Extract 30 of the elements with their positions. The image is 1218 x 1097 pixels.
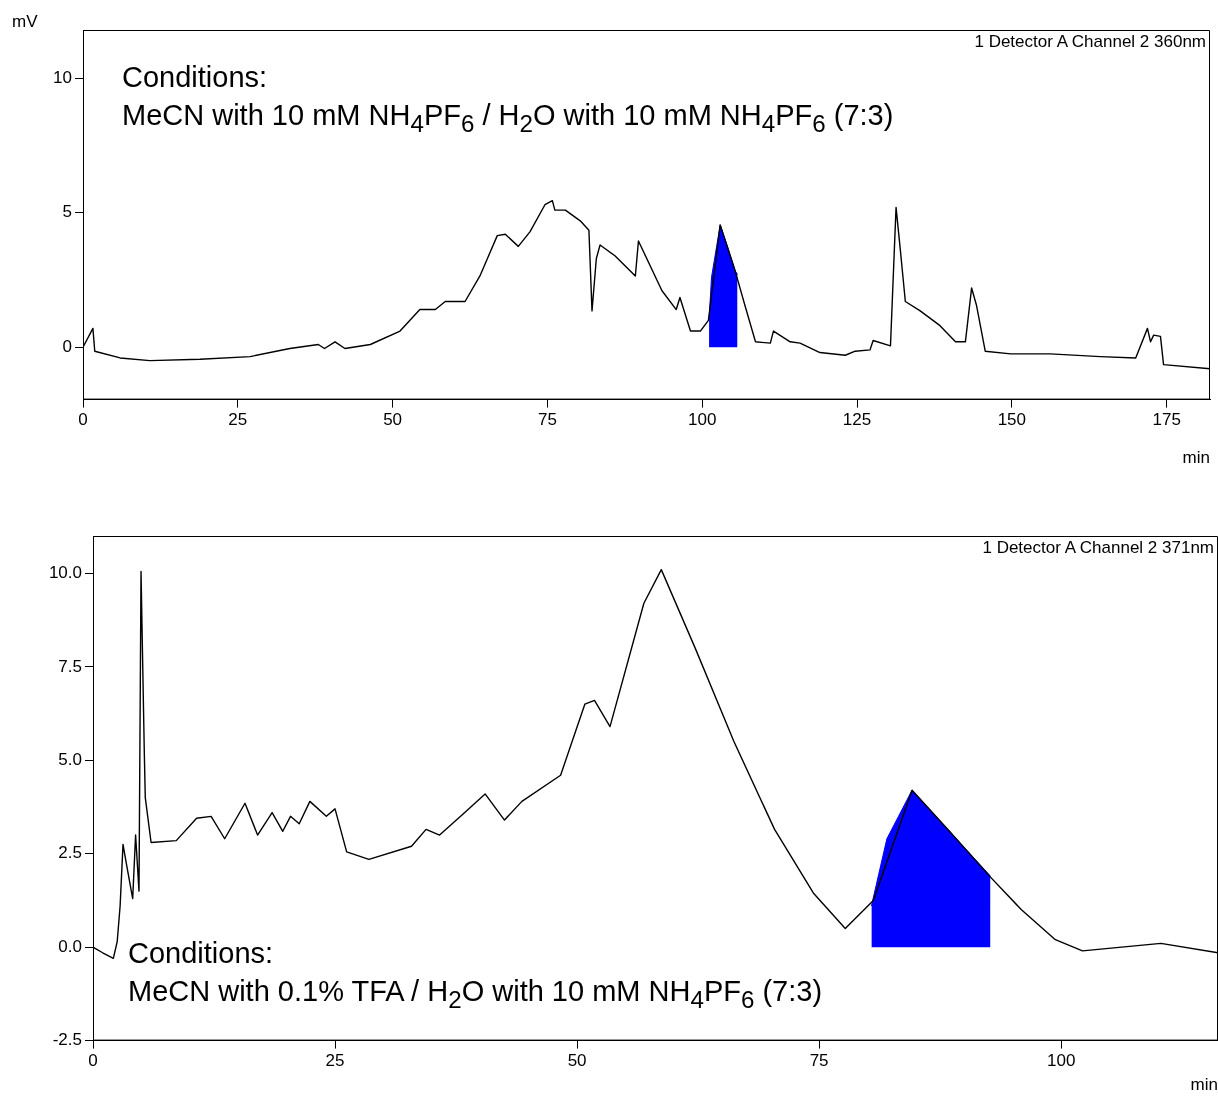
x-tick-label: 75 (537, 410, 557, 430)
y-tick-label: 0.0 (58, 936, 82, 956)
x-tick-label: 25 (228, 410, 248, 430)
annotation: Conditions: (122, 60, 269, 95)
x-tick-label: 125 (842, 410, 872, 430)
x-tick-label: 100 (688, 410, 717, 430)
y-tick-label: 0 (62, 336, 72, 356)
y-tick-label: 2.5 (58, 843, 82, 863)
x-tick-label: 150 (997, 410, 1027, 430)
x-tick-label: 25 (325, 1051, 345, 1071)
x-tick-label: 0 (88, 1051, 98, 1071)
x-tick-label: 50 (383, 410, 403, 430)
y-axis-title: mV (12, 12, 38, 32)
y-tick-label: -2.5 (52, 1030, 82, 1050)
annotation: 1 Detector A Channel 2 360nm (974, 32, 1206, 52)
x-tick-label: 175 (1152, 410, 1181, 430)
x-axis-title: min (1182, 448, 1210, 468)
y-tick-label: 5.0 (58, 749, 82, 769)
y-tick-label: 10.0 (48, 563, 82, 583)
annotation: MeCN with 0.1% TFA / H$_{2}$O with 10 mM NH$_{4}$PF$_{6}$ (7:3) (128, 974, 823, 1015)
x-tick-label: 100 (1046, 1051, 1076, 1071)
x-tick-label: 75 (809, 1051, 829, 1071)
text: MeCN with 10 mM NH$_{4}$PF$_{6}$ / H$_{2}$O with 10 mM NH$_{4}$PF$_{6}$ (7:3) (122, 99, 894, 137)
x-axis-title: min (1190, 1075, 1218, 1095)
y-tick-label: 10 (53, 68, 72, 88)
y-tick-label: 5 (62, 202, 72, 222)
x-tick-label: 50 (567, 1051, 587, 1071)
annotation: 1 Detector A Channel 2 371nm (982, 538, 1214, 558)
y-tick-label: 7.5 (58, 656, 82, 676)
annotation: Conditions: (128, 936, 275, 971)
